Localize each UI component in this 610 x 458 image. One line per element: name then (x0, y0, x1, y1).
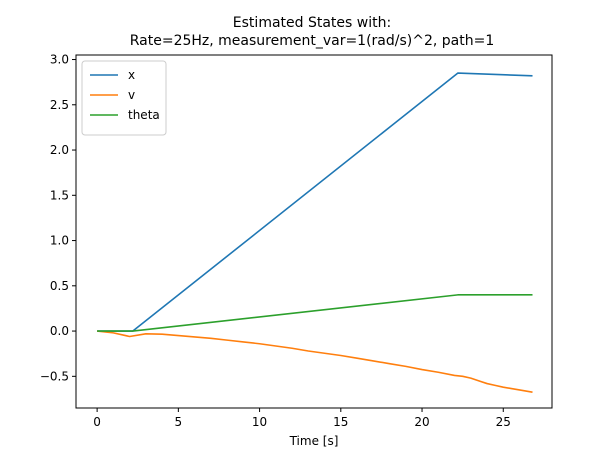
y-tick-label: 2.0 (50, 143, 69, 157)
y-tick-label: 1.0 (50, 234, 69, 248)
series-line-theta (97, 294, 533, 332)
legend-label-x: x (128, 68, 135, 82)
legend-label-theta: theta (128, 108, 160, 122)
series-line-v (97, 330, 533, 393)
y-tick-label: 3.0 (50, 53, 69, 67)
x-tick-label: 25 (496, 415, 511, 429)
x-tick-label: 5 (175, 415, 183, 429)
x-axis: 0 5 10 15 20 25 (93, 408, 511, 429)
x-tick-label: 15 (333, 415, 348, 429)
y-tick-label: 2.5 (50, 98, 69, 112)
y-tick-label: −0.5 (40, 369, 69, 383)
x-tick-label: 20 (414, 415, 429, 429)
legend-box (81, 60, 167, 136)
y-tick-label: 1.5 (50, 188, 69, 202)
legend-label-v: v (128, 88, 135, 102)
x-tick-label: 0 (93, 415, 101, 429)
axes-frame (75, 54, 553, 409)
x-tick-label: 10 (252, 415, 267, 429)
plot-area (97, 72, 533, 393)
legend: xv theta (81, 60, 167, 136)
x-axis-label: Time [s] (289, 434, 339, 448)
chart-title: Estimated States with: (233, 15, 391, 31)
y-tick-label: 0.5 (50, 279, 69, 293)
chart-subtitle: Rate=25Hz, measurement_var=1(rad/s)^2, p… (130, 33, 495, 49)
y-axis: −0.5 0.0 0.5 1.0 1.5 2.0 2.5 3.0 (40, 53, 76, 383)
y-tick-label: 0.0 (50, 324, 69, 338)
